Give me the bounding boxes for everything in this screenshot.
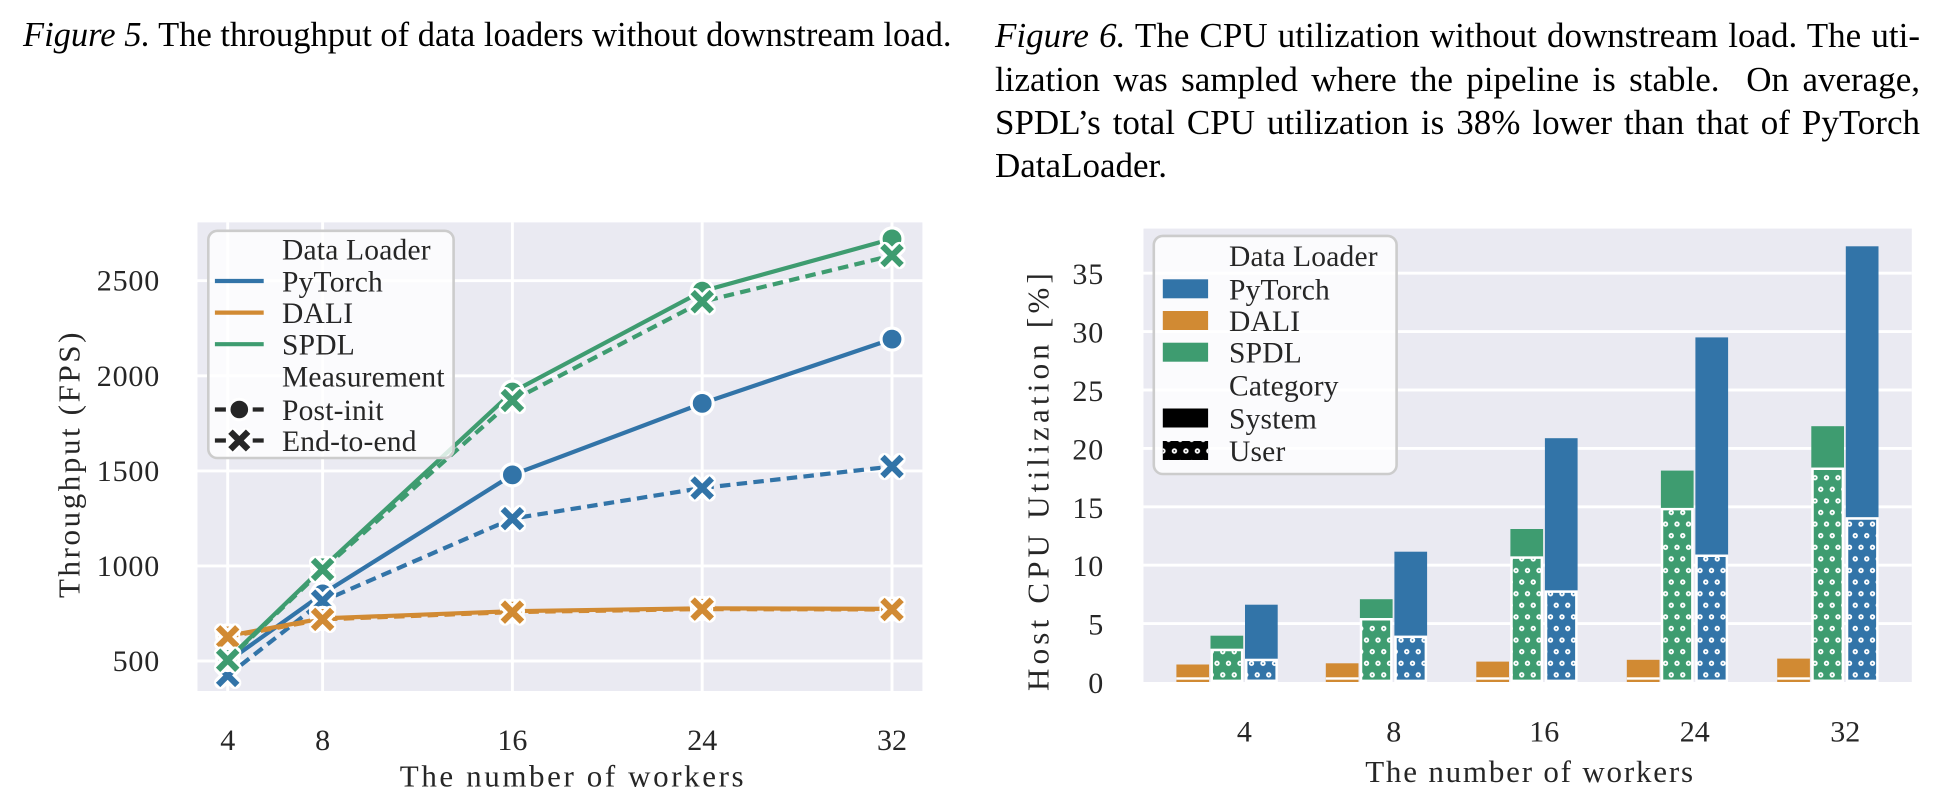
svg-text:DALI: DALI	[282, 298, 353, 330]
svg-text:User: User	[1229, 436, 1286, 468]
svg-text:16: 16	[497, 724, 527, 757]
svg-text:DALI: DALI	[1229, 306, 1300, 338]
svg-text:Measurement: Measurement	[282, 362, 445, 394]
svg-text:500: 500	[113, 645, 160, 678]
svg-text:24: 24	[687, 724, 717, 757]
svg-text:Data Loader: Data Loader	[282, 235, 431, 267]
svg-text:Host CPU Utilization [%]: Host CPU Utilization [%]	[1021, 269, 1056, 691]
svg-text:24: 24	[1680, 716, 1710, 749]
svg-text:Throughput (FPS): Throughput (FPS)	[52, 330, 87, 598]
svg-text:2500: 2500	[97, 265, 160, 298]
svg-text:Category: Category	[1229, 371, 1339, 403]
svg-text:1500: 1500	[97, 455, 160, 488]
svg-text:30: 30	[1072, 317, 1104, 350]
svg-text:4: 4	[220, 724, 235, 757]
svg-text:PyTorch: PyTorch	[282, 267, 383, 299]
svg-text:System: System	[1229, 404, 1317, 436]
svg-text:32: 32	[877, 724, 907, 757]
svg-text:20: 20	[1072, 433, 1104, 466]
svg-text:1000: 1000	[97, 550, 160, 583]
svg-text:The number of workers: The number of workers	[400, 759, 746, 794]
svg-text:0: 0	[1088, 667, 1104, 700]
svg-text:5: 5	[1088, 609, 1104, 642]
svg-text:25: 25	[1072, 375, 1104, 408]
svg-text:PyTorch: PyTorch	[1229, 274, 1330, 306]
svg-text:SPDL: SPDL	[282, 330, 355, 362]
svg-text:10: 10	[1072, 550, 1104, 583]
svg-text:35: 35	[1072, 258, 1104, 291]
svg-text:The number of workers: The number of workers	[1365, 754, 1695, 789]
svg-text:SPDL: SPDL	[1229, 338, 1302, 370]
svg-text:Data Loader: Data Loader	[1229, 241, 1378, 273]
svg-text:15: 15	[1072, 492, 1104, 525]
svg-text:8: 8	[315, 724, 330, 757]
svg-text:16: 16	[1529, 716, 1559, 749]
svg-text:Post-init: Post-init	[282, 395, 384, 427]
svg-text:2000: 2000	[97, 360, 160, 393]
svg-text:32: 32	[1830, 716, 1860, 749]
svg-text:4: 4	[1237, 716, 1252, 749]
svg-text:End-to-end: End-to-end	[282, 426, 417, 458]
svg-text:8: 8	[1386, 716, 1401, 749]
